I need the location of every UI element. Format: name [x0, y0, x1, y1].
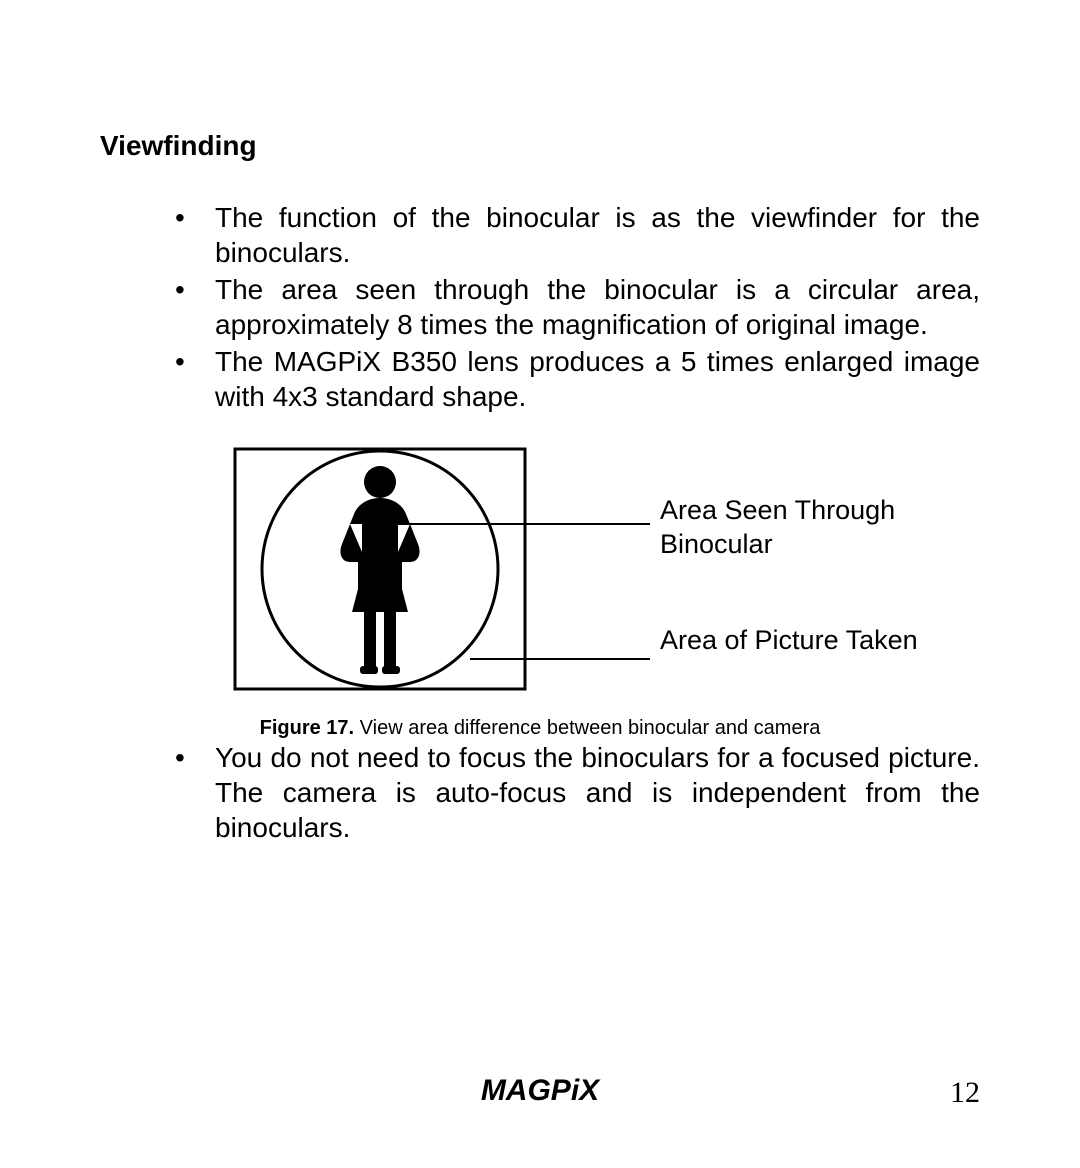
- viewfinding-diagram: [230, 444, 660, 699]
- bullet-item: The area seen through the binocular is a…: [175, 272, 980, 342]
- bullet-list-bottom: You do not need to focus the binoculars …: [175, 740, 980, 845]
- section-heading: Viewfinding: [100, 130, 980, 162]
- page-number: 12: [950, 1076, 980, 1110]
- figure-label-bottom: Area of Picture Taken: [660, 624, 918, 658]
- bullet-item: The function of the binocular is as the …: [175, 200, 980, 270]
- figure-area: Area Seen Through Binocular Area of Pict…: [230, 444, 980, 699]
- brand-logo: MAGPiX: [481, 1074, 599, 1108]
- figure-caption: Figure 17. View area difference between …: [100, 717, 980, 740]
- bullet-item: You do not need to focus the binoculars …: [175, 740, 980, 845]
- bullet-item: The MAGPiX B350 lens produces a 5 times …: [175, 344, 980, 414]
- page-footer: MAGPiX: [0, 1074, 1080, 1108]
- bullet-list-top: The function of the binocular is as the …: [175, 200, 980, 414]
- figure-label-top-1: Area Seen Through: [660, 494, 918, 528]
- figure-caption-label: Figure 17.: [260, 717, 354, 739]
- figure-label-top-2: Binocular: [660, 528, 918, 562]
- figure-labels: Area Seen Through Binocular Area of Pict…: [660, 444, 918, 657]
- figure-caption-text: View area difference between binocular a…: [354, 717, 820, 739]
- manual-page: Viewfinding The function of the binocula…: [0, 0, 1080, 1168]
